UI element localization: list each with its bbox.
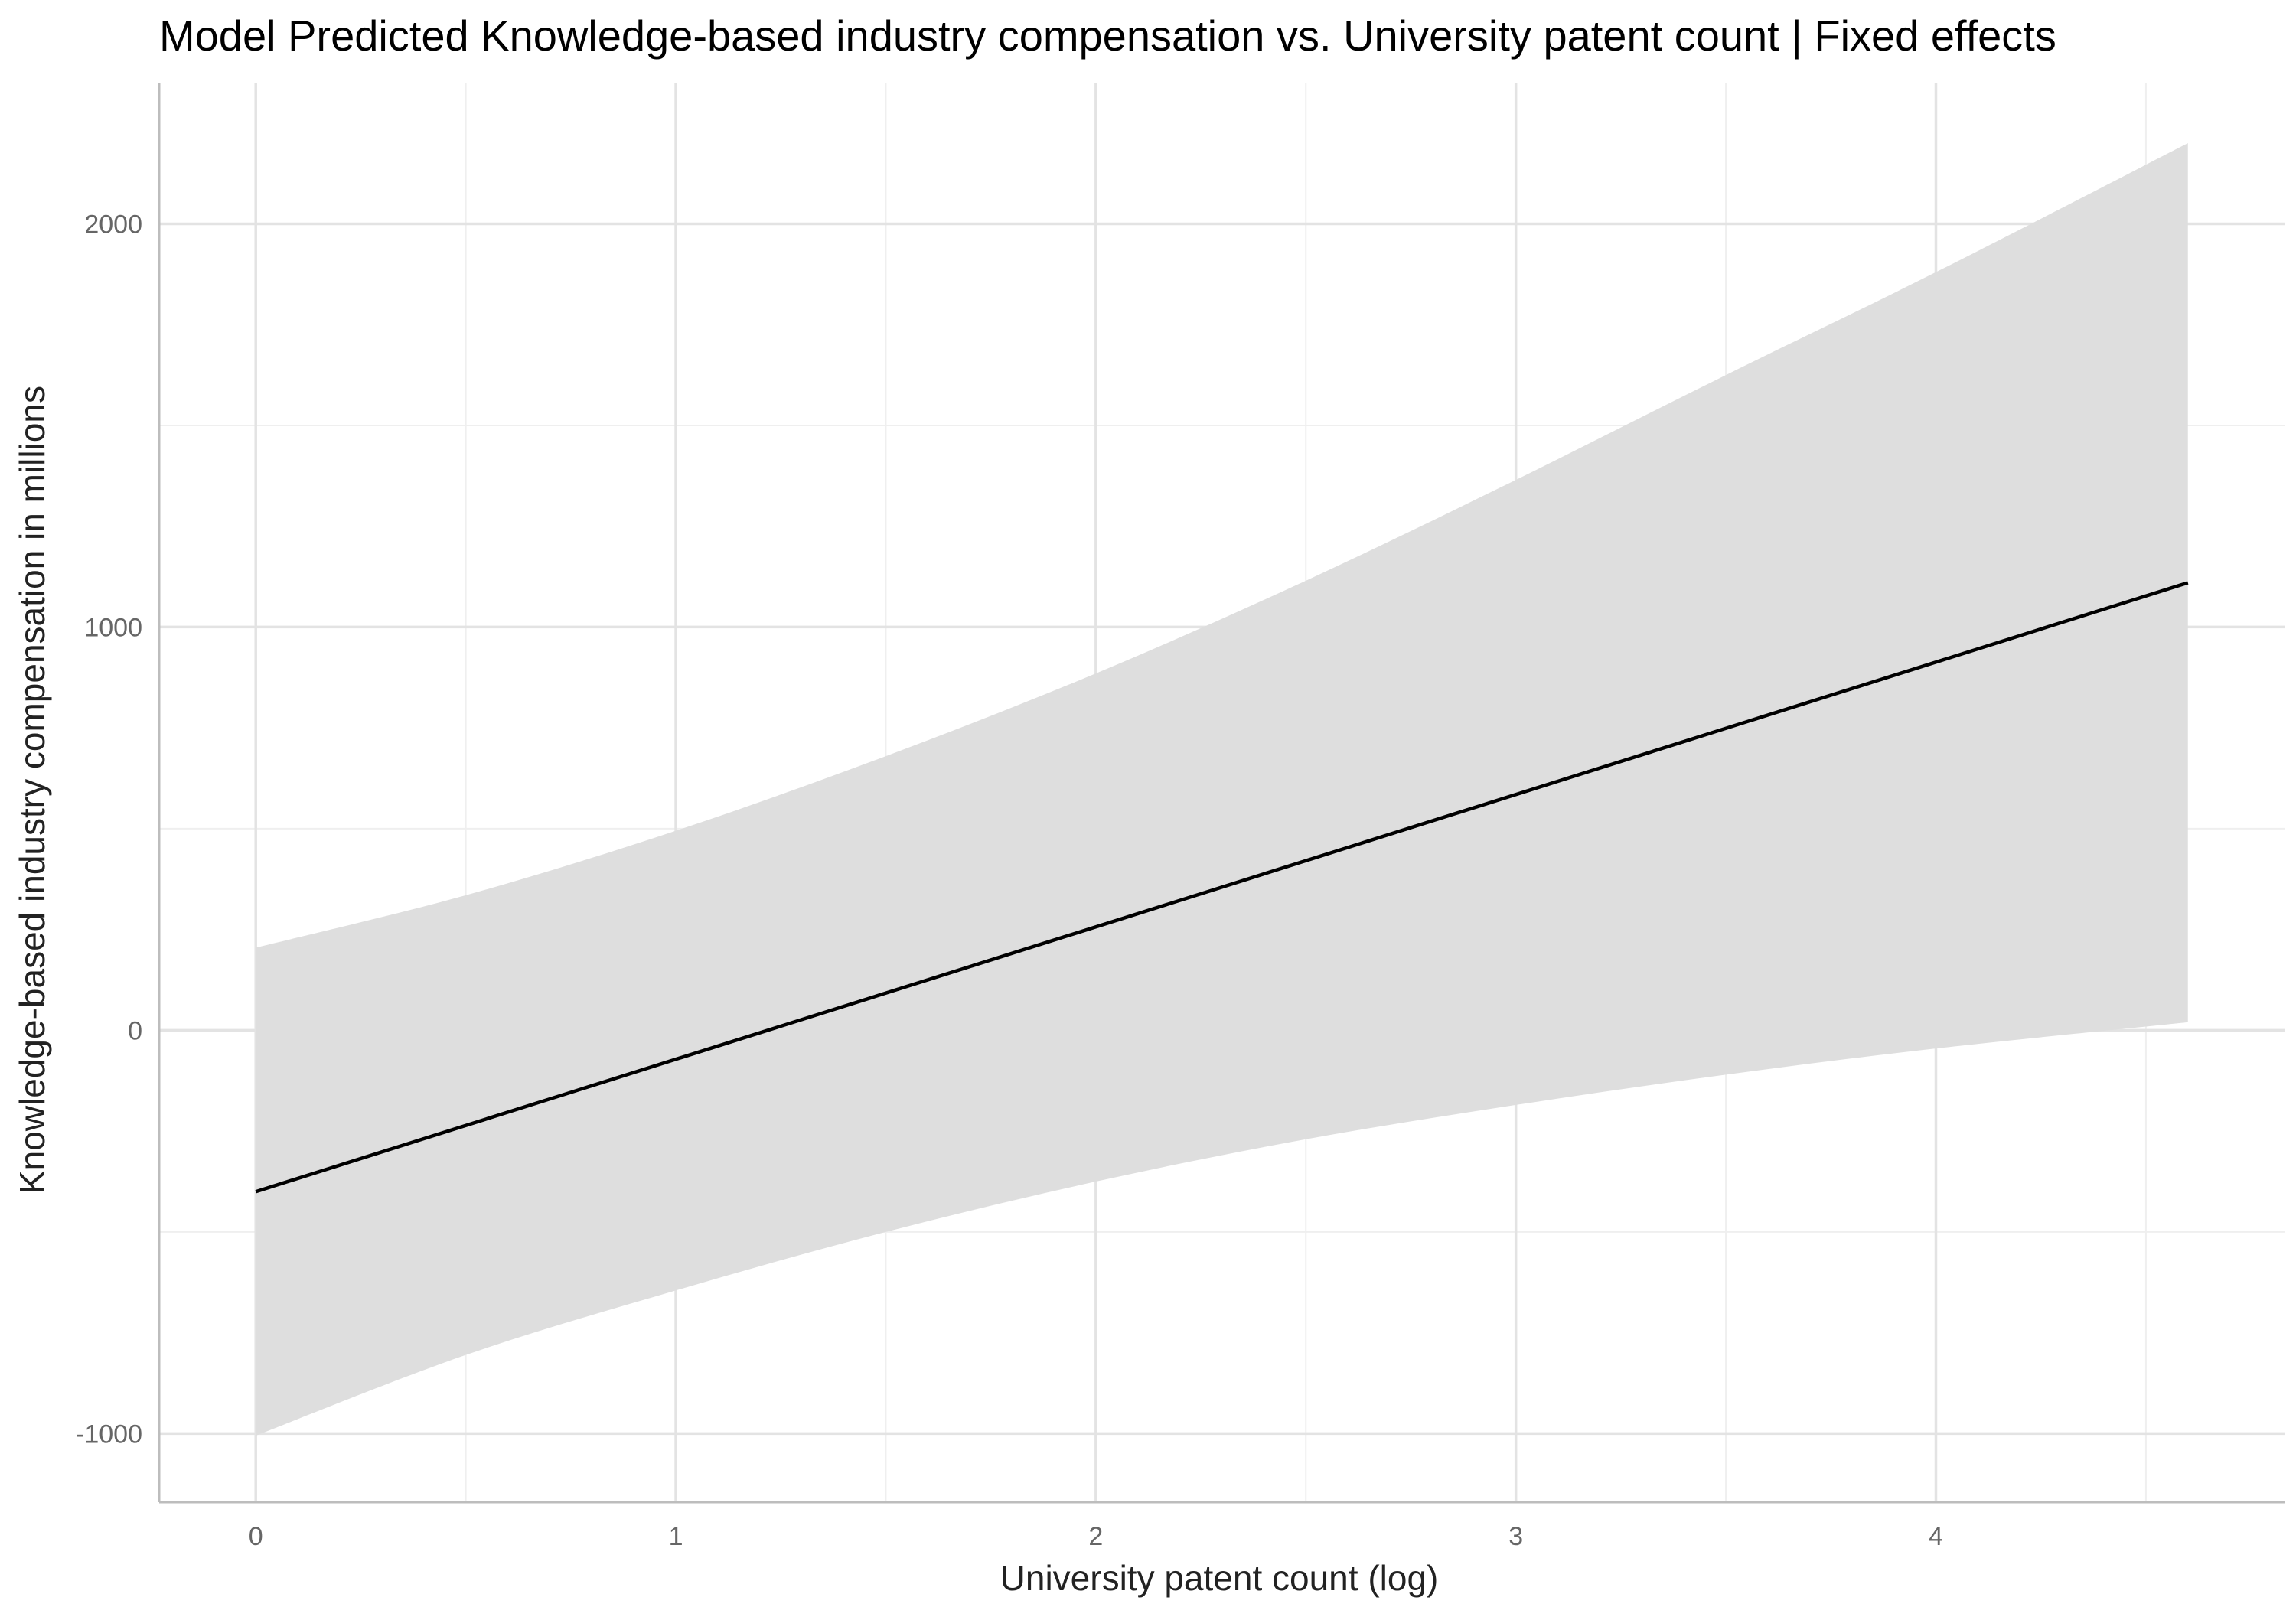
confidence-band: [256, 143, 2188, 1436]
x-tick-label-1: 1: [669, 1522, 683, 1551]
confidence-band-layer: [256, 143, 2188, 1436]
prediction-line-layer: [255, 581, 2189, 1194]
x-tick-label-3: 3: [1508, 1522, 1523, 1551]
x-tick-label-4: 4: [1929, 1522, 1943, 1551]
y-tick-label-2: 1000: [84, 613, 142, 642]
y-tick-label-1: 0: [128, 1016, 142, 1045]
y-axis-label: Knowledge-based industry compensation in…: [12, 386, 52, 1194]
axes: [158, 83, 2285, 1504]
chart-title: Model Predicted Knowledge-based industry…: [159, 11, 2056, 60]
tick-labels: 0 1 2 3 4 -1000 0 1000 2000: [76, 210, 1943, 1551]
prediction-line-0: [255, 581, 2189, 1194]
y-tick-label-0: -1000: [76, 1420, 142, 1449]
y-tick-label-3: 2000: [84, 210, 142, 239]
x-axis-label: University patent count (log): [1000, 1558, 1439, 1598]
x-tick-label-0: 0: [249, 1522, 263, 1551]
x-tick-label-2: 2: [1088, 1522, 1103, 1551]
